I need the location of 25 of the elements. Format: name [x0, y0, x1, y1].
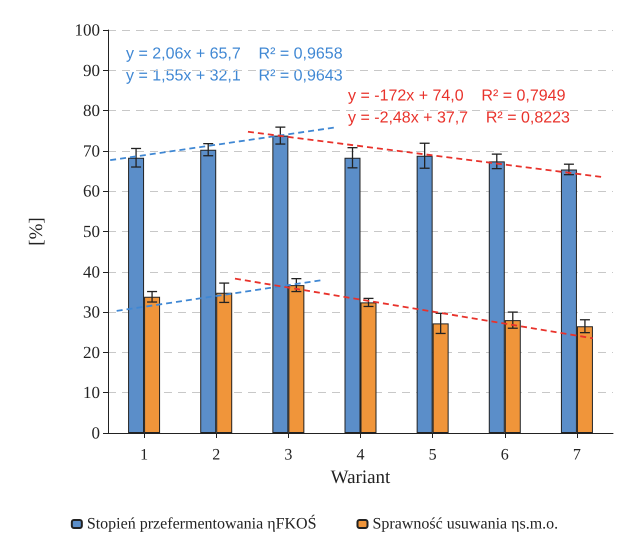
- y-tick-label: 80: [83, 101, 100, 120]
- annotation: y = 2,06x + 65,7 R² = 0,9658: [126, 46, 343, 62]
- y-tick-label: 10: [83, 383, 100, 402]
- legend-label: Stopień przefermentowania ηFKOŚ: [86, 514, 316, 532]
- y-tick-label: 40: [83, 262, 100, 282]
- x-tick-label: 1: [140, 446, 148, 464]
- y-tick-label: 50: [83, 222, 100, 241]
- x-axis-title: Wariant: [330, 466, 392, 488]
- y-tick-label: 20: [83, 342, 100, 362]
- x-tick-label: 6: [500, 446, 509, 464]
- annotation: y = -172x + 74,0 R² = 0,7949: [348, 88, 566, 104]
- annotation: y = -2,48x + 37,7 R² = 0,8223: [348, 110, 570, 126]
- y-tick-label: 90: [83, 60, 100, 80]
- x-tick-label: 5: [428, 446, 437, 464]
- y-axis-title: [%]: [26, 217, 47, 246]
- x-tick-label: 7: [572, 446, 581, 464]
- x-tick-label: 4: [356, 446, 364, 464]
- x-tick-label: 3: [284, 446, 292, 464]
- y-tick-label: 60: [83, 182, 100, 201]
- y-tick-label: 70: [83, 141, 100, 160]
- legend-label: Sprawność usuwania ηs.m.o.: [372, 516, 558, 532]
- x-tick-label: 2: [212, 446, 220, 464]
- y-tick-label: 30: [83, 302, 100, 322]
- y-tick-label: 100: [74, 20, 100, 40]
- y-tick-label: 0: [92, 424, 100, 442]
